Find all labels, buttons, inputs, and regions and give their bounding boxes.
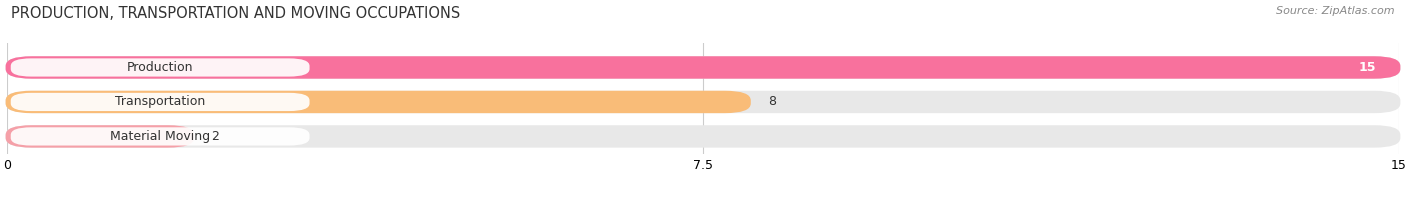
- FancyBboxPatch shape: [11, 93, 309, 111]
- Text: 15: 15: [1358, 61, 1375, 74]
- Text: Transportation: Transportation: [115, 96, 205, 108]
- Text: 2: 2: [211, 130, 219, 143]
- FancyBboxPatch shape: [6, 56, 1400, 79]
- FancyBboxPatch shape: [11, 127, 309, 146]
- FancyBboxPatch shape: [6, 56, 1400, 79]
- FancyBboxPatch shape: [6, 91, 751, 113]
- Text: PRODUCTION, TRANSPORTATION AND MOVING OCCUPATIONS: PRODUCTION, TRANSPORTATION AND MOVING OC…: [11, 6, 461, 21]
- Text: Production: Production: [127, 61, 194, 74]
- Text: 8: 8: [768, 96, 776, 108]
- FancyBboxPatch shape: [11, 58, 309, 77]
- Text: Material Moving: Material Moving: [110, 130, 211, 143]
- FancyBboxPatch shape: [6, 125, 194, 148]
- FancyBboxPatch shape: [6, 91, 1400, 113]
- FancyBboxPatch shape: [6, 125, 1400, 148]
- Text: Source: ZipAtlas.com: Source: ZipAtlas.com: [1277, 6, 1395, 16]
